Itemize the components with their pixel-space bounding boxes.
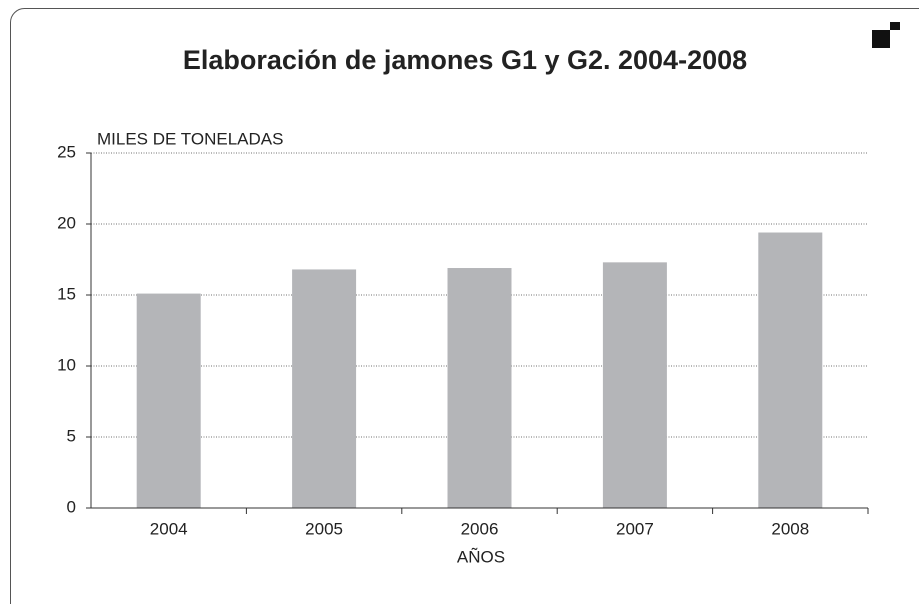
x-axis-label: AÑOS (457, 547, 505, 566)
corner-square (872, 30, 890, 48)
corner-square (890, 22, 900, 30)
bar (447, 268, 512, 508)
y-tick-label: 10 (57, 355, 76, 374)
bar (136, 293, 201, 508)
y-axis-label: MILES DE TONELADAS (97, 129, 283, 148)
y-tick-label: 25 (57, 142, 76, 161)
chart-title: Elaboración de jamones G1 y G2. 2004-200… (183, 45, 747, 75)
y-tick-label: 5 (67, 426, 76, 445)
x-tick-label: 2008 (771, 519, 809, 538)
y-tick-label: 20 (57, 213, 76, 232)
frame (10, 8, 919, 604)
x-tick-label: 2004 (150, 519, 188, 538)
bar (602, 262, 667, 508)
y-tick-label: 15 (57, 284, 76, 303)
bar (292, 269, 357, 508)
y-tick-label: 0 (67, 497, 76, 516)
x-tick-label: 2005 (305, 519, 343, 538)
bar (758, 232, 823, 508)
x-tick-label: 2007 (616, 519, 654, 538)
x-tick-label: 2006 (461, 519, 499, 538)
